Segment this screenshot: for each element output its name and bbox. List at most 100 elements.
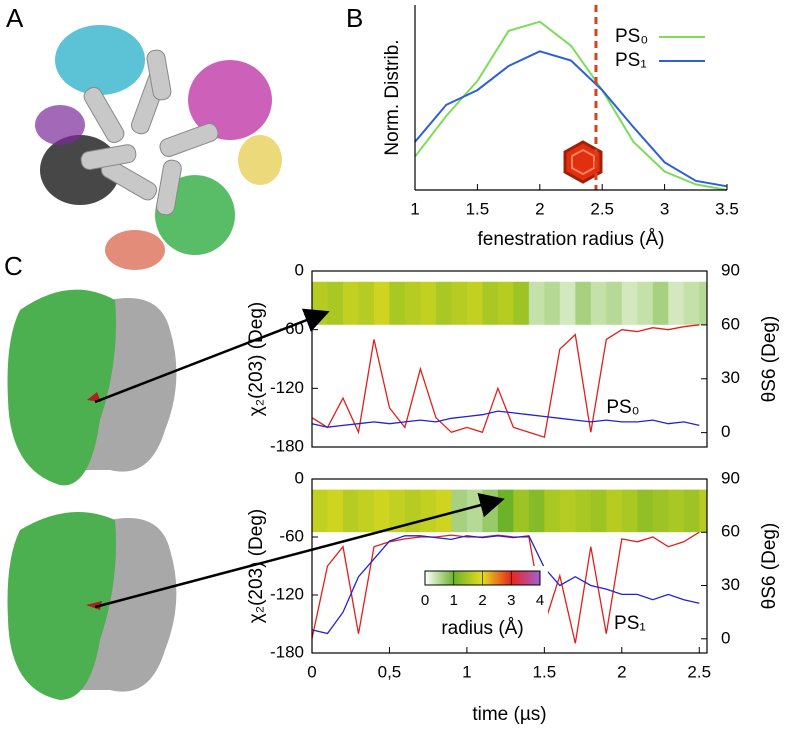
radius-strip-cell [699,281,708,325]
radius-strip-cell [590,281,607,325]
colorbar-tick-label: 0 [421,592,429,609]
radius-strip-cell [327,281,344,325]
colorbar-tick-label: 2 [478,592,486,609]
radius-strip-cell [699,489,708,533]
radius-strip-cell [435,281,452,325]
y2-tick-label: 60 [721,522,740,541]
y-tick-label: -120 [270,378,304,397]
y-tick-label: -180 [270,642,304,661]
plot-frame [311,478,708,654]
y2-axis-label: θS6 (Deg) [759,316,780,403]
y-axis-label: χ₂(203) (Deg) [246,509,267,624]
radius-strip-cell [342,281,359,325]
radius-strip-cell [513,281,530,325]
radius-strip-cell [590,489,607,533]
radius-strip-cell [482,489,499,533]
radius-strip-cell [420,489,437,533]
radius-strip-cell [606,489,623,533]
colorbar-label: radius (Å) [441,618,523,639]
colorbar-tick-label: 1 [450,592,458,609]
series-line [414,50,728,188]
molecule-a [35,25,282,270]
radius-strip-cell [358,489,375,533]
radius-strip-cell [621,489,638,533]
radius-strip-cell [327,489,344,533]
protein-top [7,289,177,486]
panel-label: B [346,3,363,33]
arrow [94,493,505,609]
y2-axis-label: θS6 (Deg) [759,523,780,610]
radius-strip-cell [466,281,483,325]
radius-strip-cell [575,281,592,325]
protein-bottom [7,512,177,700]
plot-frame [311,270,708,448]
panel-label: A [6,3,24,33]
y-axis-label: χ₂(203) (Deg) [246,302,267,417]
y2-tick-label: 90 [721,260,740,279]
radius-strip-cell [544,489,561,533]
radius-strip-cell [389,281,406,325]
y-axis-label: Norm. Distrib. [382,39,403,155]
colorbar-tick-label: 4 [536,592,544,609]
y-tick-label: -120 [270,584,304,603]
y2-tick-label: 30 [721,575,740,594]
x-tick-label: 0,5 [378,662,402,681]
x-axis-label: fenestration radius (Å) [478,229,665,250]
radius-strip-cell [637,281,654,325]
radius-strip-cell [637,489,654,533]
legend-label: PS₀ [615,26,648,47]
series-line [311,324,700,439]
radius-strip-cell [497,489,514,533]
radius-strip-cell [482,281,499,325]
y-tick-label: 0 [295,260,304,279]
y2-tick-label: 90 [721,468,740,487]
radius-strip-cell [683,281,700,325]
x-tick-label: 1 [410,199,419,218]
radius-strip-cell [497,281,514,325]
x-tick-label: 2.5 [687,662,711,681]
series-line [311,535,700,635]
y2-tick-label: 0 [721,422,730,441]
x-tick-label: 2 [617,662,626,681]
radius-strip-cell [559,281,576,325]
radius-strip-cell [606,281,623,325]
panel-label: C [4,251,23,281]
radius-strip-cell [559,489,576,533]
arrow [94,308,330,404]
x-tick-label: 3.5 [715,199,739,218]
radius-strip-cell [404,489,421,533]
colorbar-tick-label: 3 [507,592,515,609]
x-tick-label: 1 [462,662,471,681]
radius-strip-cell [373,281,390,325]
radius-strip-cell [544,281,561,325]
x-tick-label: 2 [535,199,544,218]
radius-strip-cell [652,281,669,325]
radius-strip-cell [466,489,483,533]
legend-label: PS₁ [615,50,647,71]
radius-strip-cell [683,489,700,533]
x-tick-label: 2.5 [590,199,614,218]
radius-strip-cell [389,489,406,533]
y-tick-label: -60 [279,526,304,545]
series-line [311,410,700,428]
x-tick-label: 3 [660,199,669,218]
radius-strip-cell [342,489,359,533]
radius-strip-cell [513,489,530,533]
radius-strip-cell [528,281,545,325]
benzene-icon [563,140,603,184]
radius-strip-cell [575,489,592,533]
x-tick-label: 1.5 [533,662,557,681]
x-tick-label: 0 [307,662,316,681]
y2-tick-label: 30 [721,368,740,387]
annotation: PS₁ [614,613,646,634]
annotation: PS₀ [606,397,639,418]
radius-strip-cell [420,281,437,325]
radius-strip-cell [621,281,638,325]
radius-strip-cell [312,489,328,533]
series-line [414,20,728,191]
radius-strip-cell [451,281,468,325]
y-tick-label: -180 [270,436,304,455]
x-axis-label: time (µs) [472,704,546,725]
radius-strip-cell [668,281,685,325]
